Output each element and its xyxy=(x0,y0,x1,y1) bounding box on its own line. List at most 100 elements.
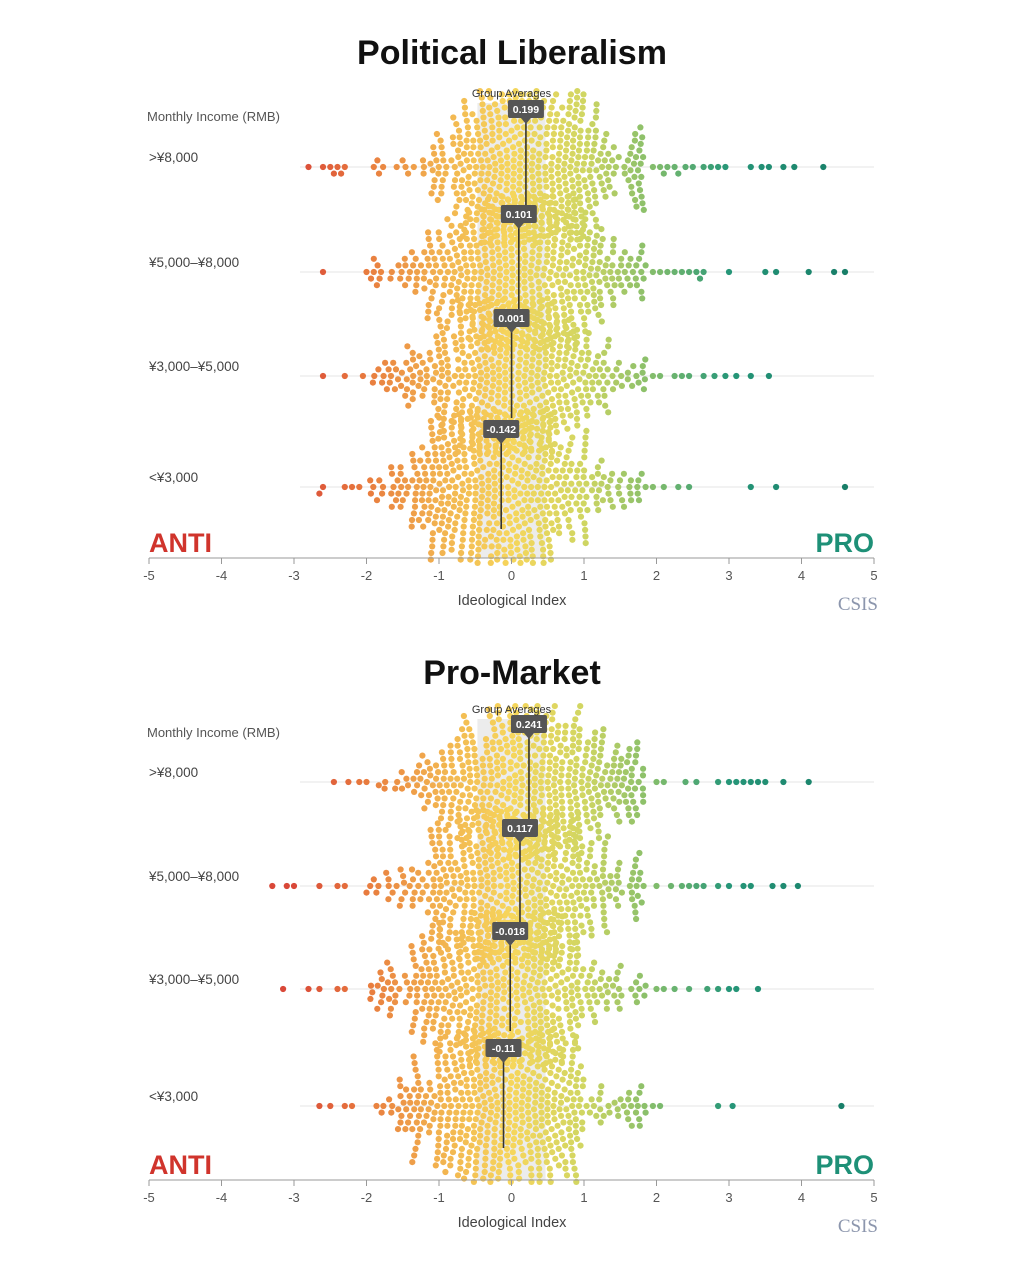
respondent-dot xyxy=(402,163,409,171)
respondent-dot xyxy=(507,226,514,233)
respondent-dot xyxy=(600,359,607,366)
respondent-dot xyxy=(618,782,626,789)
respondent-dot xyxy=(495,1030,502,1037)
respondent-dot xyxy=(432,846,439,853)
respondent-dot xyxy=(583,866,590,873)
respondent-dot xyxy=(502,255,509,262)
respondent-dot xyxy=(402,889,409,896)
respondent-dot xyxy=(546,117,553,124)
respondent-dot xyxy=(446,232,453,239)
respondent-dot xyxy=(467,414,474,421)
respondent-dot xyxy=(433,869,440,876)
respondent-dot xyxy=(429,431,436,438)
respondent-dot xyxy=(476,300,483,307)
respondent-dot xyxy=(459,726,466,733)
respondent-dot xyxy=(489,910,496,917)
respondent-dot xyxy=(566,104,573,111)
respondent-dot xyxy=(556,886,563,893)
respondent-dot xyxy=(501,396,508,403)
respondent-dot xyxy=(635,497,643,504)
respondent-dot xyxy=(319,268,327,276)
respondent-dot xyxy=(385,882,392,890)
respondent-dot xyxy=(449,477,456,484)
respondent-dot xyxy=(539,985,546,993)
respondent-dot xyxy=(590,749,598,756)
group-average-value: 0.199 xyxy=(513,104,539,116)
respondent-dot xyxy=(494,1106,501,1113)
respondent-dot xyxy=(523,392,530,399)
respondent-dot xyxy=(532,1112,539,1119)
respondent-dot xyxy=(460,523,467,530)
respondent-dot xyxy=(581,222,588,229)
respondent-dot xyxy=(458,879,465,886)
respondent-dot xyxy=(487,1033,494,1040)
respondent-dot xyxy=(495,956,502,963)
respondent-dot xyxy=(467,556,474,563)
respondent-dot xyxy=(462,220,469,227)
respondent-dot xyxy=(526,989,533,996)
respondent-dot xyxy=(533,323,541,330)
respondent-dot xyxy=(607,268,614,276)
respondent-dot xyxy=(529,559,537,567)
respondent-dot xyxy=(518,91,525,98)
respondent-dot xyxy=(555,1005,562,1012)
respondent-dot xyxy=(448,157,455,164)
respondent-dot xyxy=(417,457,424,464)
respondent-dot xyxy=(536,353,543,360)
respondent-dot xyxy=(487,976,494,983)
respondent-dot xyxy=(531,507,538,514)
respondent-dot xyxy=(530,405,537,413)
respondent-dot xyxy=(528,995,535,1002)
respondent-dot xyxy=(525,906,532,913)
respondent-dot xyxy=(454,1009,461,1016)
respondent-dot xyxy=(415,1112,422,1119)
respondent-dot xyxy=(582,882,589,890)
respondent-dot xyxy=(493,999,500,1006)
respondent-dot xyxy=(715,1102,722,1110)
respondent-dot xyxy=(503,356,510,363)
respondent-dot xyxy=(563,147,570,154)
respondent-dot xyxy=(534,372,541,380)
respondent-dot xyxy=(466,163,473,171)
respondent-dot xyxy=(593,272,600,279)
respondent-dot xyxy=(626,483,633,491)
respondent-dot xyxy=(573,415,581,422)
respondent-dot xyxy=(518,788,525,795)
respondent-dot xyxy=(610,295,617,302)
respondent-dot xyxy=(516,173,523,180)
respondent-dot xyxy=(532,1099,539,1106)
x-tick-label: 3 xyxy=(725,568,732,583)
respondent-dot xyxy=(529,295,536,302)
respondent-dot xyxy=(489,1079,496,1086)
respondent-dot xyxy=(549,1149,556,1156)
respondent-dot xyxy=(597,745,605,753)
respondent-dot xyxy=(579,1126,586,1133)
respondent-dot xyxy=(521,999,529,1006)
respondent-dot xyxy=(552,222,560,229)
respondent-dot xyxy=(504,1152,511,1159)
respondent-dot xyxy=(449,1053,457,1060)
respondent-dot xyxy=(487,856,495,863)
respondent-dot xyxy=(447,510,454,517)
respondent-dot xyxy=(477,788,484,795)
respondent-dot xyxy=(458,1122,465,1129)
respondent-dot xyxy=(560,1119,567,1126)
respondent-dot xyxy=(496,259,503,266)
respondent-dot xyxy=(446,288,453,295)
respondent-dot xyxy=(547,424,554,431)
respondent-dot xyxy=(590,292,597,299)
respondent-dot xyxy=(413,972,420,979)
respondent-dot xyxy=(429,543,436,550)
respondent-dot xyxy=(625,177,632,184)
respondent-dot xyxy=(582,441,589,448)
respondent-dot xyxy=(500,856,507,863)
respondent-dot xyxy=(575,745,582,753)
respondent-dot xyxy=(440,336,447,343)
respondent-dot xyxy=(461,1069,468,1077)
respondent-dot xyxy=(550,863,557,870)
respondent-dot xyxy=(455,474,462,481)
respondent-dot xyxy=(577,308,585,315)
respondent-dot xyxy=(437,1028,444,1035)
respondent-dot xyxy=(624,275,631,282)
respondent-dot xyxy=(431,520,438,527)
